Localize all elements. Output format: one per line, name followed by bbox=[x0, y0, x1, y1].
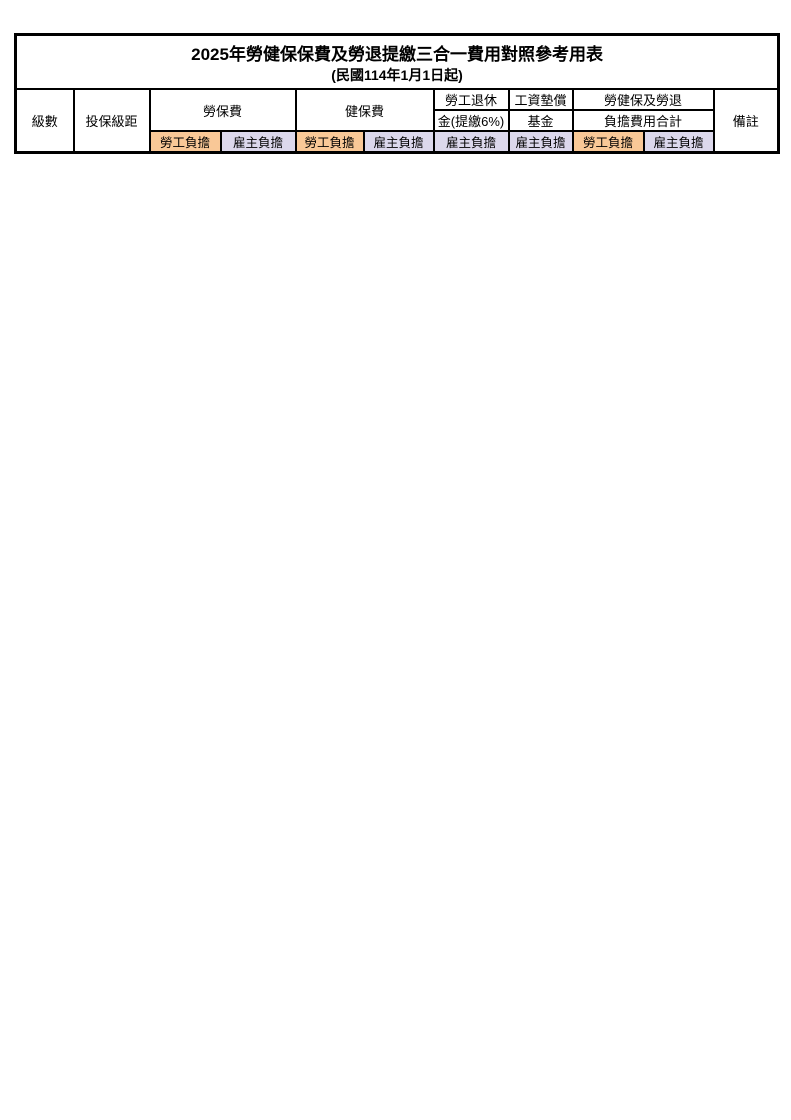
page-subtitle: (民國114年1月1日起) bbox=[331, 66, 463, 83]
header-total-employer: 雇主負擔 bbox=[642, 130, 715, 154]
header-total-line1: 勞健保及勞退 bbox=[571, 88, 715, 111]
header-total-line2: 負擔費用合計 bbox=[571, 109, 715, 132]
header-row-groups-2: 金(提繳6%) 基金 負擔費用合計 bbox=[16, 109, 779, 132]
title-row: 2025年勞健保保費及勞退提繳三合一費用對照參考用表 (民國114年1月1日起) bbox=[14, 33, 780, 90]
header-labor-employee: 勞工負擔 bbox=[148, 130, 222, 154]
header-salary-bracket: 投保級距 bbox=[72, 88, 151, 154]
header-health-employee: 勞工負擔 bbox=[294, 130, 365, 154]
fee-reference-sheet: 2025年勞健保保費及勞退提繳三合一費用對照參考用表 (民國114年1月1日起)… bbox=[14, 33, 781, 154]
header-row-payers: 勞工負擔 雇主負擔 勞工負擔 雇主負擔 雇主負擔 雇主負擔 勞工負擔 雇主負擔 bbox=[16, 130, 779, 154]
header-row-groups: 級數 投保級距 勞保費 健保費 勞工退休 工資墊償 勞健保及勞退 備註 bbox=[14, 88, 780, 154]
fee-reference-table: 2025年勞健保保費及勞退提繳三合一費用對照參考用表 (民國114年1月1日起)… bbox=[14, 33, 781, 154]
title-cell: 2025年勞健保保費及勞退提繳三合一費用對照參考用表 (民國114年1月1日起) bbox=[14, 33, 780, 90]
header-pension-employer: 雇主負擔 bbox=[432, 130, 510, 154]
header-health-insurance: 健保費 bbox=[294, 88, 435, 132]
header-labor-employer: 雇主負擔 bbox=[219, 130, 297, 154]
header-total-employee: 勞工負擔 bbox=[571, 130, 645, 154]
header-labor-insurance: 勞保費 bbox=[148, 88, 297, 132]
header-remarks: 備註 bbox=[712, 88, 780, 154]
header-level: 級數 bbox=[14, 88, 75, 154]
header-wage-fund-employer: 雇主負擔 bbox=[507, 130, 574, 154]
header-wage-fund-line1: 工資墊償 bbox=[507, 88, 574, 111]
page-title: 2025年勞健保保費及勞退提繳三合一費用對照參考用表 bbox=[191, 44, 603, 64]
header-pension-line2: 金(提繳6%) bbox=[432, 109, 510, 132]
header-health-employer: 雇主負擔 bbox=[362, 130, 435, 154]
header-pension-line1: 勞工退休 bbox=[432, 88, 510, 111]
header-wage-fund-line2: 基金 bbox=[507, 109, 574, 132]
